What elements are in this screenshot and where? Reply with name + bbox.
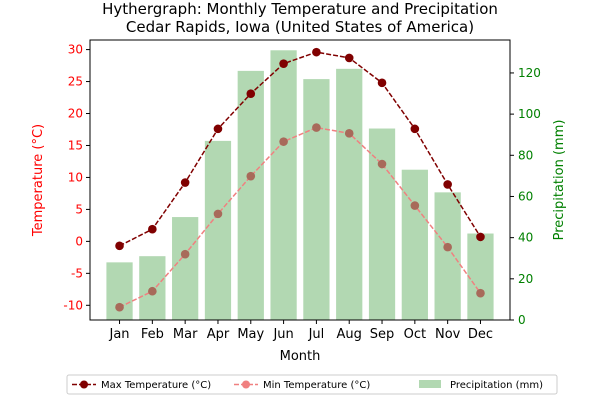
min-temp-point-sep (377, 159, 387, 169)
left-axis-label: Temperature (°C) (31, 124, 46, 237)
min-temp-point-jun (279, 137, 288, 146)
chart-subtitle: Cedar Rapids, Iowa (United States of Ame… (126, 18, 474, 36)
left-tick-label: -10 (63, 298, 83, 312)
x-tick-label: Nov (435, 327, 461, 342)
x-tick-label: Apr (207, 327, 230, 342)
x-tick-label: May (237, 327, 264, 342)
right-axis-ticks: 0 20 40 60 80 100 120 (510, 66, 541, 327)
left-tick-label: 25 (68, 75, 83, 89)
right-tick-label: 80 (518, 148, 533, 162)
max-temp-point-oct (410, 124, 420, 134)
right-tick-label: 20 (518, 272, 533, 286)
legend: Max Temperature (°C) Min Temperature (°C… (66, 374, 558, 395)
left-tick-label: 15 (68, 138, 83, 152)
legend-precip-swatch (419, 380, 441, 388)
right-tick-label: 120 (518, 66, 541, 80)
left-tick-label: 0 (75, 234, 83, 248)
temperature-lines (115, 47, 485, 312)
left-axis-ticks: -10 -5 0 5 10 15 20 25 30 (63, 43, 90, 312)
min-temp-point-feb (148, 286, 157, 296)
min-temp-point-nov (443, 242, 452, 252)
right-axis-label: Precipitation (mm) (552, 120, 567, 241)
legend-max-label: Max Temperature (°C) (101, 380, 211, 391)
left-tick-label: 30 (68, 43, 83, 57)
min-temp-line (119, 126, 482, 308)
left-tick-label: 10 (68, 170, 83, 184)
max-temp-line (119, 51, 482, 247)
min-temp-point-may (246, 171, 256, 181)
x-tick-label: Jan (109, 327, 130, 342)
legend-min-label: Min Temperature (°C) (263, 380, 370, 391)
min-temp-point-oct (410, 201, 420, 210)
x-tick-label: Sep (370, 327, 395, 342)
min-temp-point-jan (115, 302, 124, 312)
legend-max-marker (80, 380, 88, 389)
min-temp-point-dec (476, 288, 485, 298)
max-temp-point-jul (312, 47, 321, 57)
precip-bar-aug (336, 68, 363, 320)
precip-bar-may (237, 70, 264, 320)
right-tick-label: 40 (518, 231, 533, 245)
precipitation-bars (106, 50, 494, 320)
max-temp-point-feb (148, 224, 157, 234)
left-tick-label: 20 (68, 107, 83, 121)
legend-min-marker (242, 380, 250, 389)
right-tick-label: 100 (518, 107, 541, 121)
precip-bar-nov (434, 192, 461, 320)
x-tick-label: Mar (173, 327, 198, 342)
max-temp-point-mar (180, 178, 190, 187)
max-temp-point-nov (443, 180, 452, 189)
left-tick-label: 5 (75, 202, 83, 216)
x-tick-label: Feb (141, 327, 164, 342)
max-temp-point-sep (377, 78, 387, 88)
min-temp-point-apr (213, 209, 223, 219)
precip-bar-dec (467, 233, 494, 320)
x-tick-label: Jul (308, 327, 325, 342)
x-tick-label: Dec (468, 327, 493, 342)
chart-title: Hythergraph: Monthly Temperature and Pre… (102, 0, 498, 18)
right-tick-label: 0 (518, 313, 526, 327)
min-temp-point-aug (344, 129, 354, 138)
max-temp-point-may (246, 89, 256, 98)
x-tick-label: Aug (337, 327, 362, 342)
legend-precip-label: Precipitation (mm) (450, 380, 543, 391)
x-tick-label: Jun (272, 327, 293, 342)
precip-bar-mar (172, 217, 199, 320)
right-tick-label: 60 (518, 189, 533, 203)
x-axis-ticks: Jan Feb Mar Apr May Jun Jul Aug Sep Oct Nov Dec (109, 320, 493, 342)
left-tick-label: -5 (71, 266, 83, 280)
max-temp-point-jun (279, 59, 288, 68)
precip-bar-oct (401, 169, 428, 320)
min-temp-point-mar (180, 249, 190, 259)
min-temp-point-jul (312, 123, 321, 132)
precip-bar-jul (303, 79, 330, 320)
x-axis-label: Month (280, 349, 321, 364)
max-temp-point-aug (344, 53, 354, 63)
x-tick-label: Oct (404, 327, 426, 342)
precip-bar-sep (368, 128, 396, 320)
plot-frame (89, 39, 511, 321)
max-temp-point-dec (476, 232, 485, 242)
legend-frame (66, 374, 558, 395)
max-temp-point-jan (115, 241, 124, 251)
max-temp-point-apr (213, 124, 223, 134)
precip-bar-jun (270, 50, 297, 320)
precip-bar-apr (204, 140, 232, 320)
